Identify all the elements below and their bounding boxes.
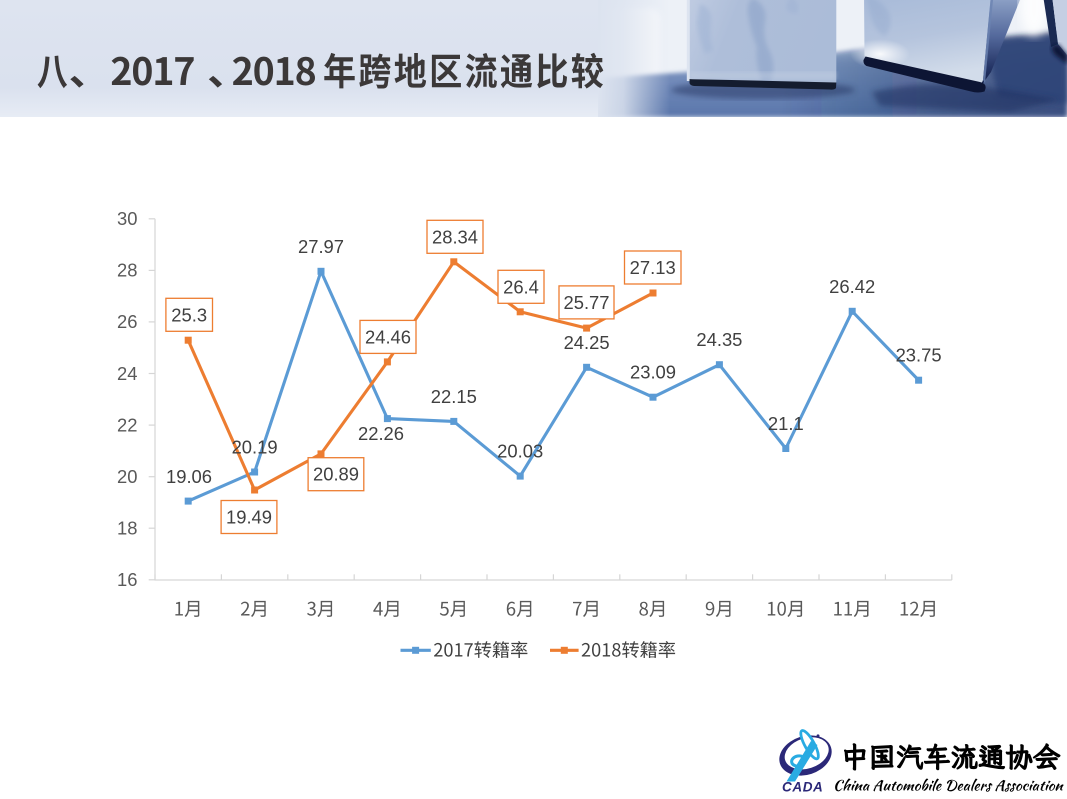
svg-text:24.35: 24.35 xyxy=(696,329,742,350)
svg-text:25.3: 25.3 xyxy=(171,304,207,325)
svg-text:23.09: 23.09 xyxy=(630,362,676,383)
svg-text:24: 24 xyxy=(117,363,137,384)
svg-text:28.34: 28.34 xyxy=(432,226,478,247)
svg-text:16: 16 xyxy=(117,569,137,590)
svg-text:24.25: 24.25 xyxy=(564,332,610,353)
svg-text:22: 22 xyxy=(117,414,137,435)
svg-text:26.42: 26.42 xyxy=(829,276,875,297)
svg-text:19.49: 19.49 xyxy=(226,507,272,528)
svg-text:28: 28 xyxy=(117,260,137,281)
svg-text:27.13: 27.13 xyxy=(630,257,676,278)
svg-text:26.4: 26.4 xyxy=(503,276,539,297)
svg-text:CADA: CADA xyxy=(782,780,823,795)
svg-text:22.26: 22.26 xyxy=(358,423,404,444)
svg-text:20.03: 20.03 xyxy=(497,441,543,462)
svg-text:20: 20 xyxy=(117,466,137,487)
svg-text:19.06: 19.06 xyxy=(166,466,212,487)
svg-text:20.89: 20.89 xyxy=(313,464,359,485)
svg-text:22.15: 22.15 xyxy=(431,386,477,407)
svg-text:30: 30 xyxy=(117,208,137,229)
svg-text:25.77: 25.77 xyxy=(563,292,609,313)
svg-text:24.46: 24.46 xyxy=(365,326,411,347)
svg-text:18: 18 xyxy=(117,518,137,539)
svg-text:26: 26 xyxy=(117,311,137,332)
svg-text:27.97: 27.97 xyxy=(298,236,344,257)
svg-text:20.19: 20.19 xyxy=(232,437,278,458)
svg-text:21.1: 21.1 xyxy=(768,413,804,434)
svg-text:23.75: 23.75 xyxy=(896,345,942,366)
